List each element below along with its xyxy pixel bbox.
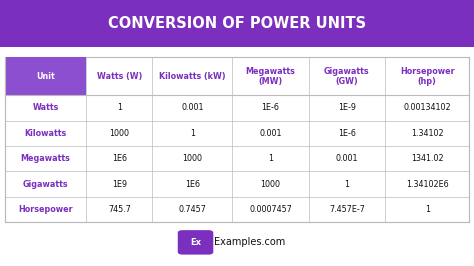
Text: Horsepower: Horsepower <box>18 205 73 214</box>
Text: 1000: 1000 <box>261 180 281 189</box>
Text: 1: 1 <box>345 180 349 189</box>
Text: 1E6: 1E6 <box>112 154 127 163</box>
Text: Kilowatts: Kilowatts <box>24 129 67 138</box>
Text: 1.34102E6: 1.34102E6 <box>406 180 448 189</box>
Text: 1E9: 1E9 <box>112 180 127 189</box>
FancyBboxPatch shape <box>5 57 86 95</box>
Text: 1: 1 <box>268 154 273 163</box>
Text: 745.7: 745.7 <box>108 205 131 214</box>
Text: 1: 1 <box>190 129 195 138</box>
Text: 0.001: 0.001 <box>336 154 358 163</box>
Text: Kilowatts (kW): Kilowatts (kW) <box>159 72 226 81</box>
Text: Horsepower
(hp): Horsepower (hp) <box>400 66 455 86</box>
FancyBboxPatch shape <box>0 0 474 47</box>
Text: 1E-6: 1E-6 <box>338 129 356 138</box>
Text: 0.7457: 0.7457 <box>178 205 206 214</box>
Text: 0.001: 0.001 <box>259 129 282 138</box>
Text: Ex: Ex <box>190 238 201 247</box>
Text: Gigawatts
(GW): Gigawatts (GW) <box>324 66 370 86</box>
FancyBboxPatch shape <box>178 230 213 255</box>
Text: Watts: Watts <box>32 103 59 113</box>
Text: Gigawatts: Gigawatts <box>23 180 68 189</box>
Text: 1: 1 <box>425 205 430 214</box>
Text: CONVERSION OF POWER UNITS: CONVERSION OF POWER UNITS <box>108 16 366 31</box>
Text: 0.001: 0.001 <box>181 103 204 113</box>
Text: 1E6: 1E6 <box>185 180 200 189</box>
Text: Unit: Unit <box>36 72 55 81</box>
Text: 0.00134102: 0.00134102 <box>403 103 451 113</box>
Text: Watts (W): Watts (W) <box>97 72 142 81</box>
Text: 0.0007457: 0.0007457 <box>249 205 292 214</box>
Text: 1000: 1000 <box>182 154 202 163</box>
Text: 1E-6: 1E-6 <box>262 103 280 113</box>
Text: 1000: 1000 <box>109 129 129 138</box>
Text: Examples.com: Examples.com <box>214 237 285 247</box>
Text: Megawatts
(MW): Megawatts (MW) <box>246 66 295 86</box>
Text: 1.34102: 1.34102 <box>411 129 444 138</box>
Text: 1: 1 <box>117 103 122 113</box>
Text: 7.457E-7: 7.457E-7 <box>329 205 365 214</box>
Text: 1E-9: 1E-9 <box>338 103 356 113</box>
Text: Megawatts: Megawatts <box>20 154 71 163</box>
Text: 1341.02: 1341.02 <box>411 154 444 163</box>
FancyBboxPatch shape <box>5 57 469 222</box>
